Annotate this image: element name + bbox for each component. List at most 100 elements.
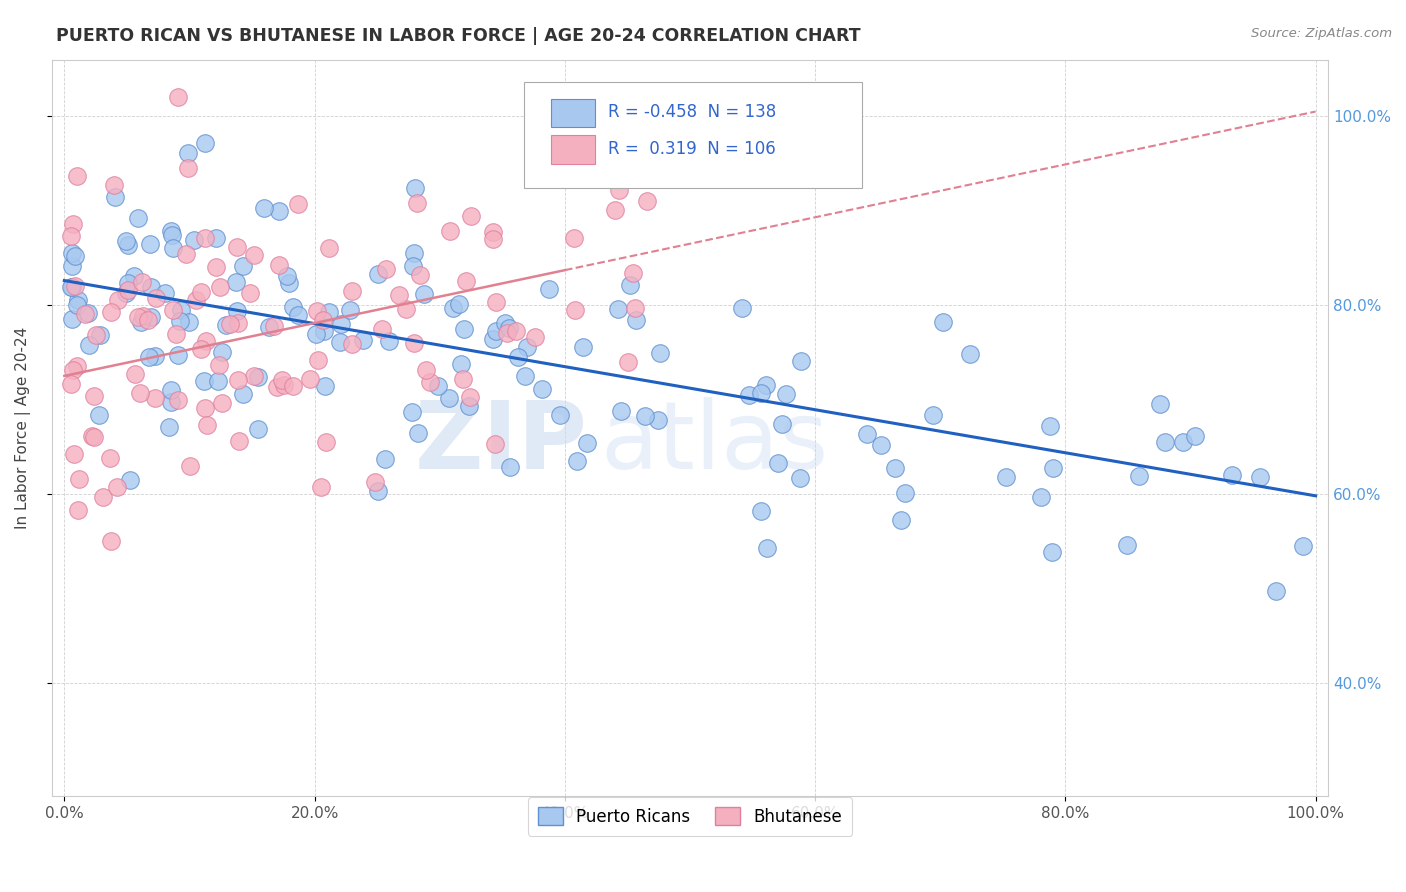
Point [481, 225, 503, 239]
Point [211, 345, 233, 359]
Point [243, 368, 266, 383]
Point [59, 280, 82, 294]
Point [415, 363, 437, 377]
Point [232, 387, 254, 401]
Text: R = -0.458  N = 138: R = -0.458 N = 138 [607, 103, 776, 121]
Point [305, 304, 328, 318]
Point [83, 430, 105, 444]
Point [207, 374, 229, 388]
Point [596, 90, 619, 104]
Point [506, 350, 529, 364]
Point [91, 490, 114, 504]
Point [215, 318, 238, 332]
Point [63, 250, 86, 264]
Point [122, 268, 145, 283]
Point [756, 541, 779, 556]
Point [226, 373, 249, 387]
Point [312, 324, 335, 338]
Point [330, 317, 353, 331]
Point [312, 313, 335, 327]
Point [619, 278, 641, 293]
Point [128, 385, 150, 400]
Point [76, 306, 98, 320]
Point [162, 241, 184, 255]
Point [281, 300, 304, 314]
Point [183, 233, 205, 247]
Point [339, 302, 361, 317]
Point [138, 351, 160, 365]
Point [856, 427, 879, 442]
Point [572, 340, 595, 354]
Point [84, 327, 107, 342]
Point [413, 287, 436, 301]
Point [648, 345, 671, 359]
Point [485, 294, 508, 309]
Point [340, 285, 363, 299]
Point [127, 211, 149, 226]
Point [194, 136, 217, 150]
Point [485, 325, 508, 339]
Point [315, 435, 337, 450]
Point [143, 391, 166, 405]
Point [269, 204, 291, 219]
Point [367, 268, 389, 282]
Point [247, 422, 270, 436]
Point [266, 380, 288, 394]
Point [267, 258, 290, 272]
Point [564, 302, 586, 317]
Point [127, 310, 149, 324]
Text: R =  0.319  N = 106: R = 0.319 N = 106 [607, 140, 776, 158]
Point [117, 238, 139, 252]
Point [371, 322, 394, 336]
Point [790, 353, 813, 368]
Point [205, 231, 228, 245]
Point [1029, 491, 1052, 505]
Point [531, 383, 554, 397]
Text: Source: ZipAtlas.com: Source: ZipAtlas.com [1251, 27, 1392, 40]
Point [1040, 545, 1063, 559]
Point [100, 534, 122, 549]
Point [524, 329, 547, 343]
Point [170, 303, 193, 318]
Point [174, 246, 197, 260]
Point [870, 438, 893, 452]
Point [367, 484, 389, 499]
Point [453, 322, 475, 336]
Point [482, 232, 505, 246]
Point [167, 392, 190, 407]
Point [562, 231, 585, 245]
Point [66, 359, 89, 374]
Point [770, 417, 793, 431]
Point [66, 169, 89, 184]
Point [402, 245, 425, 260]
Point [228, 434, 250, 448]
Point [395, 301, 418, 316]
Point [225, 276, 247, 290]
Point [117, 283, 139, 297]
Point [751, 386, 773, 401]
Point [730, 301, 752, 315]
Point [205, 260, 228, 275]
Point [617, 355, 640, 369]
Point [115, 286, 138, 301]
Point [516, 339, 538, 353]
Point [167, 90, 190, 104]
Point [494, 316, 516, 330]
Point [439, 224, 461, 238]
Point [157, 420, 180, 434]
Point [610, 403, 633, 417]
Point [447, 296, 470, 310]
Point [1115, 538, 1137, 552]
Point [1249, 470, 1271, 484]
Point [87, 408, 110, 422]
Point [194, 231, 217, 245]
Point [162, 303, 184, 318]
Point [737, 387, 759, 401]
Point [450, 357, 472, 371]
Point [239, 285, 262, 300]
Point [159, 383, 181, 397]
Point [318, 305, 340, 319]
Point [789, 471, 811, 485]
Point [243, 248, 266, 262]
Point [647, 413, 669, 427]
